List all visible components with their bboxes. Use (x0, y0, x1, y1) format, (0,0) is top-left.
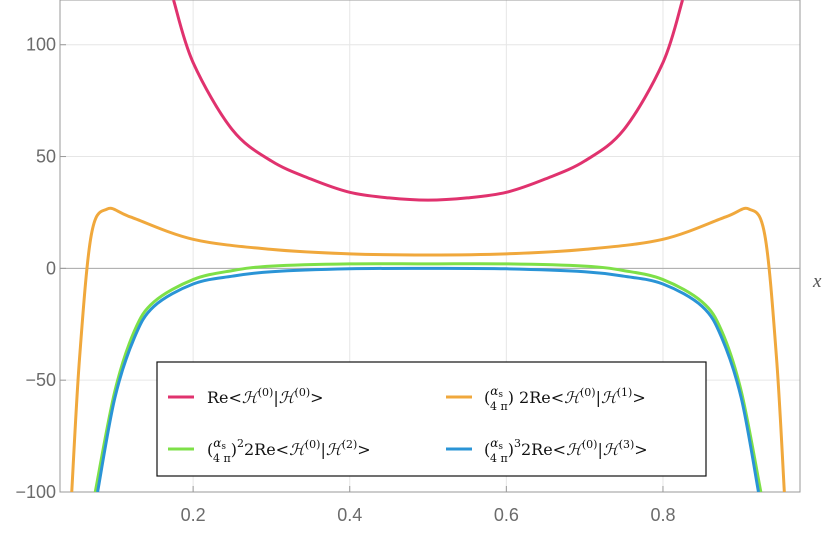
y-tick-label-2: 0 (46, 258, 56, 278)
series-line-3 (96, 266, 760, 492)
y-tick-label-4: −100 (15, 482, 56, 502)
series-line-2 (93, 262, 763, 492)
legend: Re<ℋ(0)|ℋ(0)> (αs 4 π) 2Re<ℋ(0)|ℋ(1)> (αs… (156, 361, 707, 477)
x-axis-label: x (812, 271, 822, 292)
tick-labels: 0.2 0.4 0.6 0.8 100 50 0 −50 −100 (15, 35, 675, 525)
legend-label-0: Re<ℋ(0)|ℋ(0)> (207, 386, 324, 407)
x-tick-label-1: 0.4 (337, 505, 362, 525)
series-group (70, 0, 786, 492)
x-tick-label-3: 0.8 (650, 505, 675, 525)
series-line-1 (70, 206, 786, 492)
x-tick-label-2: 0.6 (494, 505, 519, 525)
series-line-0 (172, 0, 684, 202)
x-tick-label-0: 0.2 (181, 505, 206, 525)
y-tick-label-0: 100 (26, 35, 56, 55)
y-tick-label-3: −50 (25, 370, 56, 390)
y-tick-label-1: 50 (36, 147, 56, 167)
plot-frame (59, 0, 801, 493)
legend-box (156, 361, 707, 477)
